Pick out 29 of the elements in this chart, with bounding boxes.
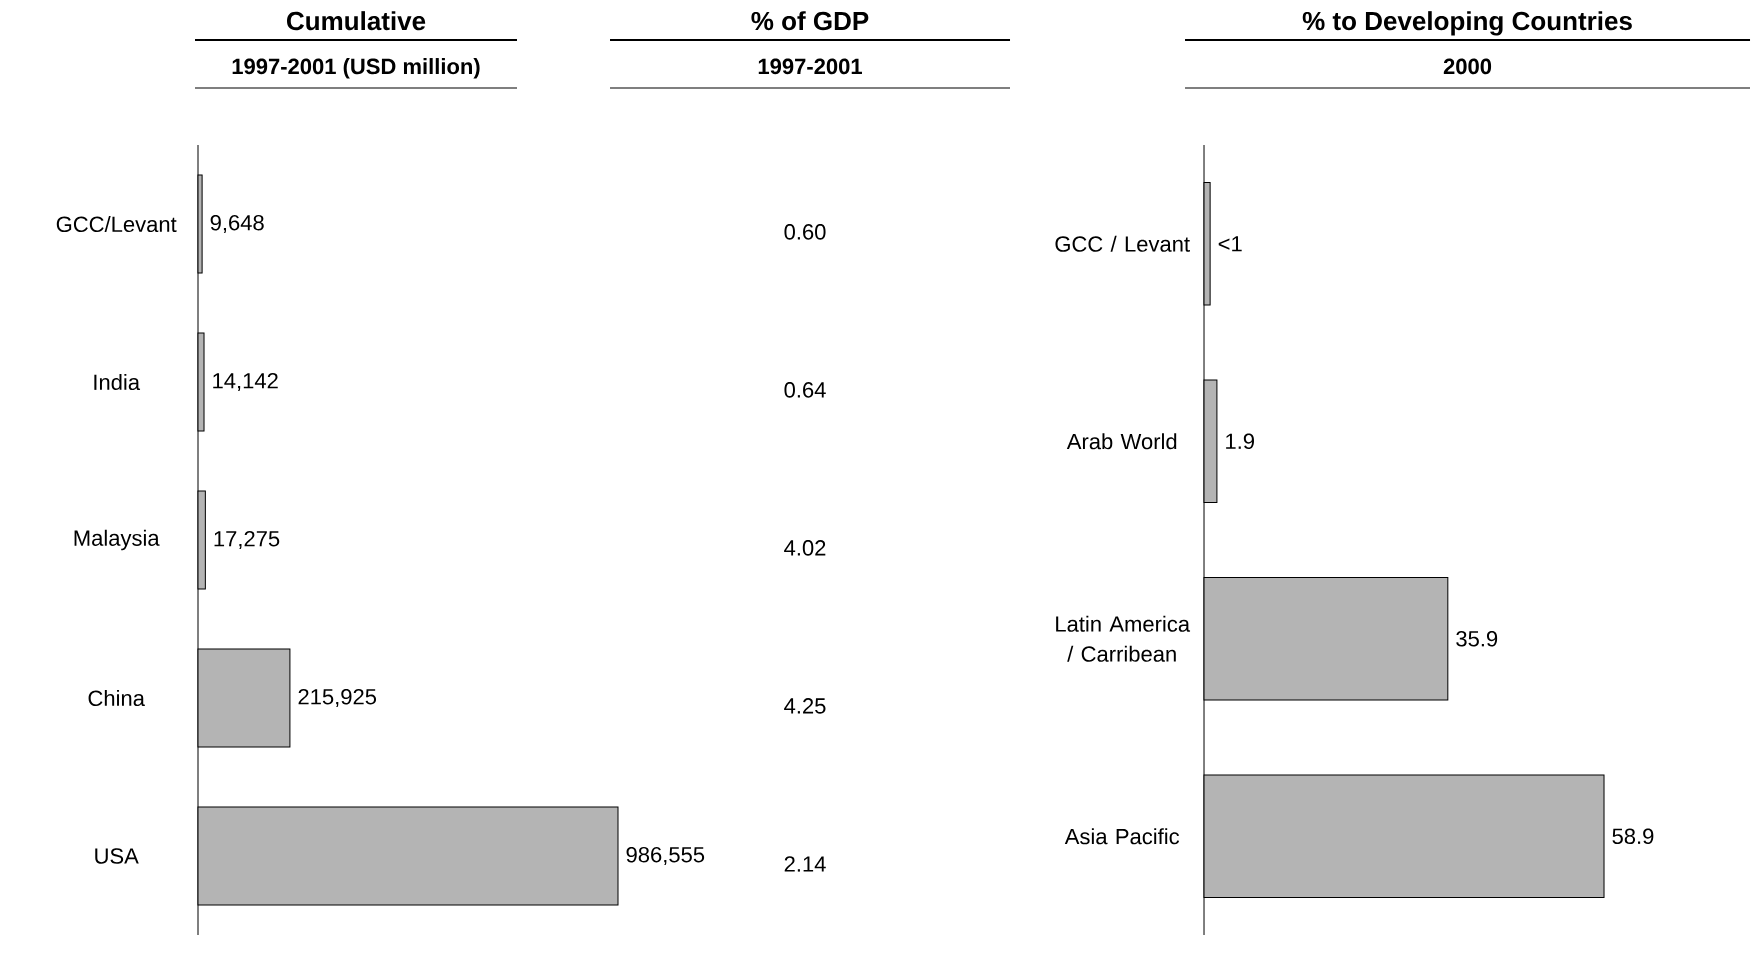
data-label: 9,648 bbox=[210, 214, 264, 234]
data-label: <1 bbox=[1218, 236, 1242, 252]
data-label: 4.02 bbox=[784, 540, 826, 556]
chart-title: % to Developing Countries bbox=[1302, 11, 1632, 36]
text: 1997-2001 bbox=[758, 58, 862, 75]
data-label: 4.25 bbox=[784, 698, 826, 714]
y-tick-label: China bbox=[88, 689, 145, 707]
data-label: 35.9 bbox=[1456, 630, 1498, 647]
data-label: 986,555 bbox=[626, 846, 705, 866]
y-tick-label: Malaysia bbox=[74, 529, 160, 551]
data-label: 215,925 bbox=[298, 688, 377, 708]
y-tick-label: India bbox=[94, 373, 141, 391]
data-label: 0.60 bbox=[784, 224, 826, 240]
y-tick-label: GCC / Levant bbox=[1055, 235, 1190, 252]
chart-subtitle: 2000 bbox=[1443, 58, 1492, 75]
chart-subtitle: 1997-2001 (USD million) bbox=[232, 58, 480, 79]
data-label: 2.14 bbox=[784, 856, 826, 872]
data-label: 1.9 bbox=[1226, 433, 1254, 450]
y-tick-label: GCC/Levant bbox=[56, 215, 177, 233]
y-tick-label: Latin America / Carribean bbox=[1056, 615, 1191, 662]
data-label: 14,142 bbox=[213, 372, 278, 392]
data-label: 17,275 bbox=[214, 530, 280, 550]
chart-title: Cumulative bbox=[287, 11, 426, 31]
text: % of GDP bbox=[751, 11, 869, 31]
data-label: 58.9 bbox=[1612, 828, 1654, 845]
data-label: 0.64 bbox=[784, 382, 826, 398]
y-tick-label: USA bbox=[95, 848, 139, 864]
y-tick-label: Arab World bbox=[1066, 433, 1177, 450]
y-tick-label: Asia Pacific bbox=[1064, 828, 1180, 845]
